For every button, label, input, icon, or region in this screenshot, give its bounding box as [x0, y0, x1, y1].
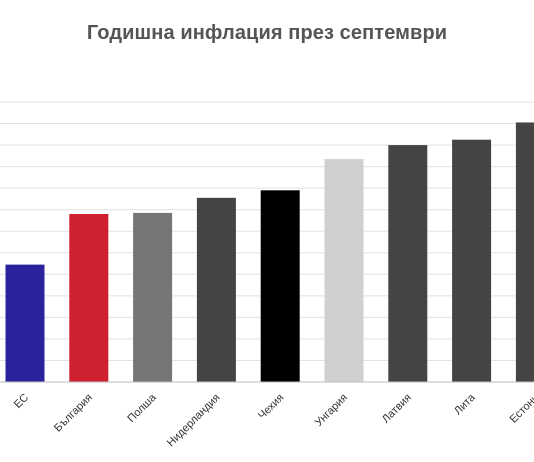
x-tick-label: Унгария: [313, 392, 350, 429]
x-tick-label: ЕС: [12, 392, 31, 411]
x-tick-label: Естони: [508, 392, 534, 426]
bar-6: [388, 145, 428, 382]
x-tick-label: Полша: [125, 391, 159, 425]
bar-3: [196, 197, 236, 382]
chart-title: Годишна инфлация през септември: [86, 22, 448, 44]
bar-7: [452, 139, 492, 382]
x-tick-label: Лита: [452, 391, 478, 417]
bar-1: [69, 214, 109, 382]
x-tick-label: България: [52, 392, 95, 435]
x-tick-label: Латвия: [380, 392, 414, 426]
x-tick-label: Нидерландия: [165, 392, 223, 450]
bar-0: [5, 264, 45, 382]
bar-8: [515, 122, 534, 382]
bar-5: [324, 159, 364, 382]
bar-2: [133, 212, 173, 382]
bar-4: [260, 190, 300, 382]
x-tick-label: Чехия: [256, 392, 286, 422]
